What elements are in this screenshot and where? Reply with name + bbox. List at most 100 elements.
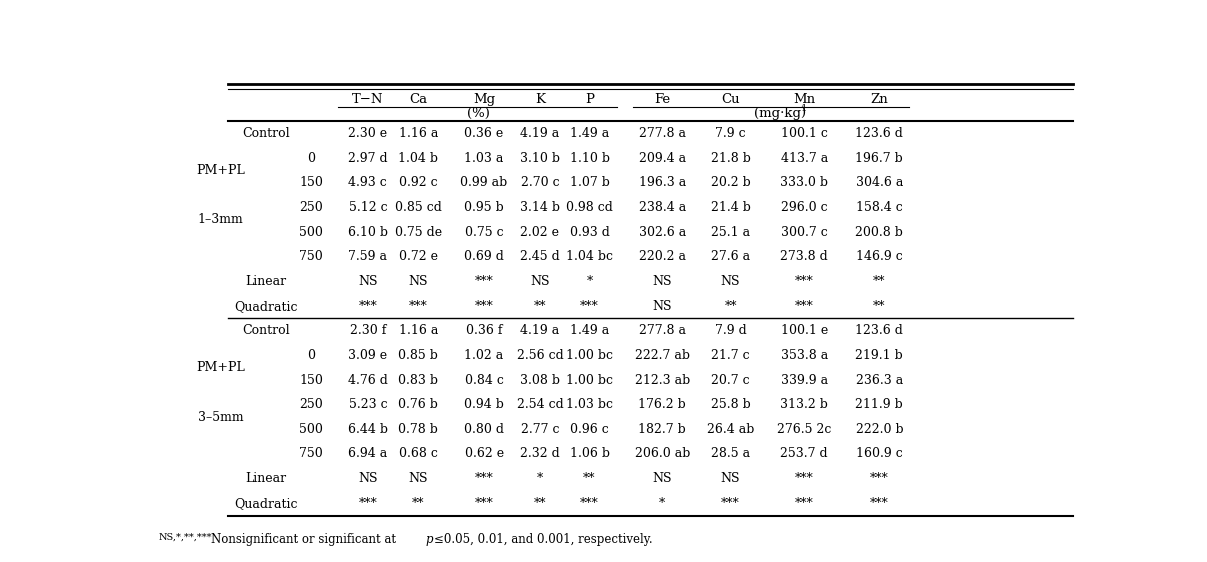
Text: P: P bbox=[585, 93, 594, 106]
Text: 3.09 e: 3.09 e bbox=[349, 349, 387, 362]
Text: 20.7 c: 20.7 c bbox=[711, 374, 750, 387]
Text: NS: NS bbox=[653, 300, 672, 312]
Text: ***: *** bbox=[795, 472, 814, 485]
Text: 0.94 b: 0.94 b bbox=[465, 398, 505, 411]
Text: **: ** bbox=[873, 300, 886, 312]
Text: 0.96 c: 0.96 c bbox=[570, 423, 608, 436]
Text: 0.85 cd: 0.85 cd bbox=[395, 201, 442, 214]
Text: 3.10 b: 3.10 b bbox=[520, 152, 560, 165]
Text: 4.93 c: 4.93 c bbox=[349, 176, 387, 189]
Text: ***: *** bbox=[581, 497, 599, 510]
Text: 176.2 b: 176.2 b bbox=[639, 398, 687, 411]
Text: ***: *** bbox=[474, 275, 494, 288]
Text: 1.00 bc: 1.00 bc bbox=[566, 374, 613, 387]
Text: Control: Control bbox=[241, 324, 290, 337]
Text: 200.8 b: 200.8 b bbox=[856, 226, 903, 239]
Text: 0.75 c: 0.75 c bbox=[465, 226, 503, 239]
Text: Fe: Fe bbox=[654, 93, 670, 106]
Text: ***: *** bbox=[870, 497, 888, 510]
Text: 150: 150 bbox=[299, 176, 323, 189]
Text: 100.1 c: 100.1 c bbox=[781, 127, 828, 140]
Text: 313.2 b: 313.2 b bbox=[780, 398, 828, 411]
Text: 1.04 bc: 1.04 bc bbox=[566, 250, 613, 264]
Text: 0.95 b: 0.95 b bbox=[465, 201, 505, 214]
Text: 1.03 a: 1.03 a bbox=[465, 152, 503, 165]
Text: 1.16 a: 1.16 a bbox=[398, 324, 438, 337]
Text: Mn: Mn bbox=[793, 93, 815, 106]
Text: 28.5 a: 28.5 a bbox=[711, 447, 750, 460]
Text: 304.6 a: 304.6 a bbox=[856, 176, 903, 189]
Text: *: * bbox=[587, 275, 593, 288]
Text: 273.8 d: 273.8 d bbox=[780, 250, 828, 264]
Text: 0: 0 bbox=[308, 349, 315, 362]
Text: 500: 500 bbox=[299, 226, 323, 239]
Text: 25.8 b: 25.8 b bbox=[711, 398, 751, 411]
Text: **: ** bbox=[533, 497, 547, 510]
Text: 333.0 b: 333.0 b bbox=[780, 176, 828, 189]
Text: 277.8 a: 277.8 a bbox=[639, 324, 686, 337]
Text: NS: NS bbox=[653, 275, 672, 288]
Text: ***: *** bbox=[870, 472, 888, 485]
Text: 276.5 2c: 276.5 2c bbox=[777, 423, 832, 436]
Text: 2.97 d: 2.97 d bbox=[348, 152, 387, 165]
Text: 250: 250 bbox=[299, 398, 323, 411]
Text: 1.07 b: 1.07 b bbox=[570, 176, 610, 189]
Text: 222.7 ab: 222.7 ab bbox=[635, 349, 690, 362]
Text: 0.92 c: 0.92 c bbox=[400, 176, 438, 189]
Text: Quadratic: Quadratic bbox=[234, 300, 297, 312]
Text: NS: NS bbox=[721, 275, 740, 288]
Text: 4.76 d: 4.76 d bbox=[348, 374, 387, 387]
Text: 0.62 e: 0.62 e bbox=[465, 447, 503, 460]
Text: 1.00 bc: 1.00 bc bbox=[566, 349, 613, 362]
Text: ***: *** bbox=[795, 275, 814, 288]
Text: 6.10 b: 6.10 b bbox=[348, 226, 387, 239]
Text: 250: 250 bbox=[299, 201, 323, 214]
Text: NS: NS bbox=[358, 275, 378, 288]
Text: 2.56 cd: 2.56 cd bbox=[517, 349, 564, 362]
Text: 1–3mm: 1–3mm bbox=[198, 214, 244, 226]
Text: 1.03 bc: 1.03 bc bbox=[566, 398, 613, 411]
Text: 100.1 e: 100.1 e bbox=[781, 324, 828, 337]
Text: 4.19 a: 4.19 a bbox=[520, 127, 560, 140]
Text: NS: NS bbox=[408, 472, 428, 485]
Text: ***: *** bbox=[474, 472, 494, 485]
Text: 300.7 c: 300.7 c bbox=[781, 226, 828, 239]
Text: 27.6 a: 27.6 a bbox=[711, 250, 750, 264]
Text: 3.08 b: 3.08 b bbox=[520, 374, 560, 387]
Text: ***: *** bbox=[795, 497, 814, 510]
Text: Mg: Mg bbox=[473, 93, 495, 106]
Text: ***: *** bbox=[474, 497, 494, 510]
Text: ≤0.05, 0.01, and 0.001, respectively.: ≤0.05, 0.01, and 0.001, respectively. bbox=[433, 533, 652, 546]
Text: ***: *** bbox=[474, 300, 494, 312]
Text: 20.2 b: 20.2 b bbox=[711, 176, 751, 189]
Text: 2.45 d: 2.45 d bbox=[520, 250, 560, 264]
Text: 123.6 d: 123.6 d bbox=[856, 127, 903, 140]
Text: Ca: Ca bbox=[409, 93, 427, 106]
Text: 500: 500 bbox=[299, 423, 323, 436]
Text: ***: *** bbox=[409, 300, 427, 312]
Text: NS: NS bbox=[530, 275, 549, 288]
Text: 209.4 a: 209.4 a bbox=[639, 152, 686, 165]
Text: 0.99 ab: 0.99 ab bbox=[461, 176, 508, 189]
Text: *: * bbox=[659, 497, 665, 510]
Text: 2.02 e: 2.02 e bbox=[520, 226, 559, 239]
Text: 182.7 b: 182.7 b bbox=[639, 423, 687, 436]
Text: Zn: Zn bbox=[870, 93, 888, 106]
Text: 0.68 c: 0.68 c bbox=[398, 447, 438, 460]
Text: 2.32 d: 2.32 d bbox=[520, 447, 560, 460]
Text: 158.4 c: 158.4 c bbox=[856, 201, 903, 214]
Text: 277.8 a: 277.8 a bbox=[639, 127, 686, 140]
Text: (mg·kg: (mg·kg bbox=[754, 107, 800, 120]
Text: Linear: Linear bbox=[245, 275, 286, 288]
Text: 339.9 a: 339.9 a bbox=[781, 374, 828, 387]
Text: PM+PL: PM+PL bbox=[197, 164, 245, 177]
Text: 253.7 d: 253.7 d bbox=[781, 447, 828, 460]
Text: **: ** bbox=[873, 275, 886, 288]
Text: ***: *** bbox=[795, 300, 814, 312]
Text: 1.16 a: 1.16 a bbox=[398, 127, 438, 140]
Text: 2.30 e: 2.30 e bbox=[349, 127, 387, 140]
Text: 6.94 a: 6.94 a bbox=[349, 447, 387, 460]
Text: 6.44 b: 6.44 b bbox=[348, 423, 387, 436]
Text: 1.06 b: 1.06 b bbox=[570, 447, 610, 460]
Text: ***: *** bbox=[358, 497, 378, 510]
